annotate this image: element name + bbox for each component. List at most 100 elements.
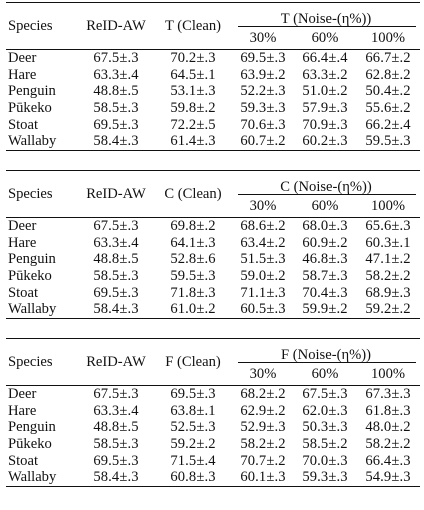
noise-group-rule: [238, 26, 417, 27]
clean-cell: 59.5±.3: [170, 268, 216, 285]
species-cell: Stoat: [8, 284, 38, 301]
noise-60-cell: 46.8±.3: [302, 251, 348, 268]
noise-60-cell: 62.0±.3: [302, 402, 348, 419]
clean-cell: 71.5±.4: [170, 452, 216, 469]
noise-30-cell: 60.7±.2: [232, 133, 294, 152]
clean-column-header: T (Clean): [154, 2, 232, 50]
reid-aw-cell: 67.5±.3: [93, 386, 139, 403]
table-row: Penguin 48.8±.5 53.1±.3 52.2±.3 51.0±.2 50.4±…: [6, 83, 420, 100]
noise-group-label: F (Noise-(η%)): [281, 347, 371, 364]
noise-level-header: 100%: [356, 363, 420, 386]
reid-aw-cell: 58.5±.3: [93, 268, 139, 285]
noise-100-cell: 65.6±.3: [365, 218, 411, 235]
table-row: Wallaby 58.4±.3 61.4±.3 60.7±.2 60.2±.3 59.5±…: [6, 133, 421, 152]
noise-level-header: 30%: [232, 195, 294, 218]
reid-aw-cell: 69.5±.3: [93, 284, 139, 301]
noise-60-cell: 60.9±.2: [302, 234, 348, 251]
reid-aw-cell: 58.4±.3: [78, 301, 154, 320]
noise-levels-row: 30% 60% 100%: [6, 195, 421, 218]
noise-60-cell: 58.7±.3: [302, 268, 348, 285]
species-column-header: Species: [6, 338, 78, 386]
table-row: Stoat 69.5±.3 71.8±.3 71.1±.3 70.4±.3 68.9±.3: [6, 285, 420, 302]
reid-aw-column-header: ReID-AW: [78, 2, 154, 50]
clean-cell: 52.8±.6: [170, 251, 216, 268]
noise-100-cell: 60.3±.1: [365, 234, 411, 251]
noise-30-cell: 70.7±.2: [240, 452, 286, 469]
species-cell: Stoat: [8, 452, 38, 469]
clean-cell: 61.0±.2: [154, 301, 232, 320]
noise-100-cell: 47.1±.2: [365, 251, 411, 268]
noise-group-label: C (Noise-(η%)): [280, 179, 372, 196]
noise-100-cell: 61.8±.3: [365, 402, 411, 419]
clean-cell: 53.1±.3: [170, 83, 216, 100]
table-row: Wallaby 58.4±.3 60.8±.3 60.1±.3 59.3±.3 54.9±…: [6, 469, 420, 488]
species-cell: Hare: [8, 234, 37, 251]
noise-60-cell: 63.3±.2: [302, 66, 348, 83]
noise-level-header: 60%: [294, 363, 356, 386]
noise-60-cell: 57.9±.3: [302, 100, 348, 117]
noise-30-cell: 68.2±.2: [240, 386, 286, 403]
header-row: Species ReID-AW T (Clean) T (Noise-(η%)): [6, 2, 420, 50]
clean-cell: 69.5±.3: [170, 386, 216, 403]
results-table-1: Species ReID-AW T (Clean) T (Noise-(η%)) 30%…: [6, 2, 421, 152]
noise-100-cell: 48.0±.2: [365, 419, 411, 436]
noise-30-cell: 68.6±.2: [240, 218, 286, 235]
clean-cell: 64.5±.1: [170, 66, 216, 83]
noise-100-cell: 58.2±.2: [365, 436, 411, 453]
species-cell: Wallaby: [6, 301, 78, 320]
reid-aw-cell: 58.4±.3: [78, 133, 154, 152]
table-row: Deer 67.5±.3 69.8±.2 68.6±.2 68.0±.3 65.6±.3: [6, 218, 420, 235]
noise-60-cell: 66.4±.4: [302, 50, 348, 67]
species-column-header: Species: [6, 170, 78, 218]
noise-level-header: 60%: [294, 195, 356, 218]
header-row: Species ReID-AW F (Clean) F (Noise-(η%)): [6, 338, 420, 386]
clean-column-header: C (Clean): [154, 170, 232, 218]
noise-level-header: 60%: [294, 27, 356, 50]
table-row: Pūkeko 58.5±.3 59.5±.3 59.0±.2 58.7±.3 58.2±.…: [6, 268, 420, 285]
noise-100-cell: 55.6±.2: [365, 100, 411, 117]
species-cell: Pūkeko: [8, 436, 52, 453]
noise-levels-row: 30% 60% 100%: [6, 363, 420, 386]
noise-100-cell: 68.9±.3: [365, 284, 411, 301]
reid-aw-cell: 58.5±.3: [93, 100, 139, 117]
species-column-header: Species: [6, 2, 78, 50]
reid-aw-cell: 48.8±.5: [93, 251, 139, 268]
clean-cell: 59.8±.2: [170, 100, 216, 117]
noise-30-cell: 60.1±.3: [232, 469, 294, 488]
noise-100-cell: 66.7±.2: [365, 50, 411, 67]
table-row: Penguin 48.8±.5 52.8±.6 51.5±.3 46.8±.3 47.1±…: [6, 251, 420, 268]
noise-60-cell: 70.4±.3: [302, 284, 348, 301]
noise-60-cell: 70.0±.3: [302, 452, 348, 469]
table-row: Wallaby 58.4±.3 61.0±.2 60.5±.3 59.9±.2 59.2±…: [6, 301, 421, 320]
noise-100-cell: 59.2±.2: [356, 301, 421, 320]
noise-level-header: 30%: [232, 27, 294, 50]
table-row: Hare 63.3±.4 64.1±.3 63.4±.2 60.9±.2 60.3±.1: [6, 235, 420, 252]
results-table-3: Species ReID-AW F (Clean) F (Noise-(η%)) 30%…: [6, 338, 420, 488]
table-row: Stoat 69.5±.3 72.2±.5 70.6±.3 70.9±.3 66.2±.4: [6, 117, 420, 134]
species-cell: Pūkeko: [8, 100, 52, 117]
species-cell: Deer: [8, 50, 37, 67]
species-cell: Hare: [8, 66, 37, 83]
noise-column-group-header: T (Noise-(η%)): [232, 3, 420, 27]
noise-100-cell: 62.8±.2: [365, 66, 411, 83]
clean-cell: 60.8±.3: [154, 469, 232, 488]
noise-60-cell: 60.2±.3: [294, 133, 356, 152]
noise-30-cell: 52.2±.3: [240, 83, 286, 100]
reid-aw-cell: 63.3±.4: [93, 66, 139, 83]
noise-30-cell: 59.3±.3: [240, 100, 286, 117]
noise-30-cell: 69.5±.3: [240, 50, 286, 67]
reid-aw-cell: 69.5±.3: [93, 116, 139, 133]
table-row: Penguin 48.8±.5 52.5±.3 52.9±.3 50.3±.3 48.0±…: [6, 419, 420, 436]
species-cell: Penguin: [8, 83, 56, 100]
noise-levels-row: 30% 60% 100%: [6, 27, 421, 50]
table-row: Hare 63.3±.4 63.8±.1 62.9±.2 62.0±.3 61.8±.3: [6, 403, 420, 420]
clean-cell: 70.2±.3: [170, 50, 216, 67]
noise-group-rule: [238, 194, 417, 195]
species-cell: Pūkeko: [8, 268, 52, 285]
species-cell: Hare: [8, 402, 37, 419]
header-row: Species ReID-AW C (Clean) C (Noise-(η%)): [6, 170, 420, 218]
table-row: Stoat 69.5±.3 71.5±.4 70.7±.2 70.0±.3 66.4±.3: [6, 453, 420, 470]
noise-30-cell: 60.5±.3: [232, 301, 294, 320]
noise-level-header: 100%: [356, 27, 421, 50]
